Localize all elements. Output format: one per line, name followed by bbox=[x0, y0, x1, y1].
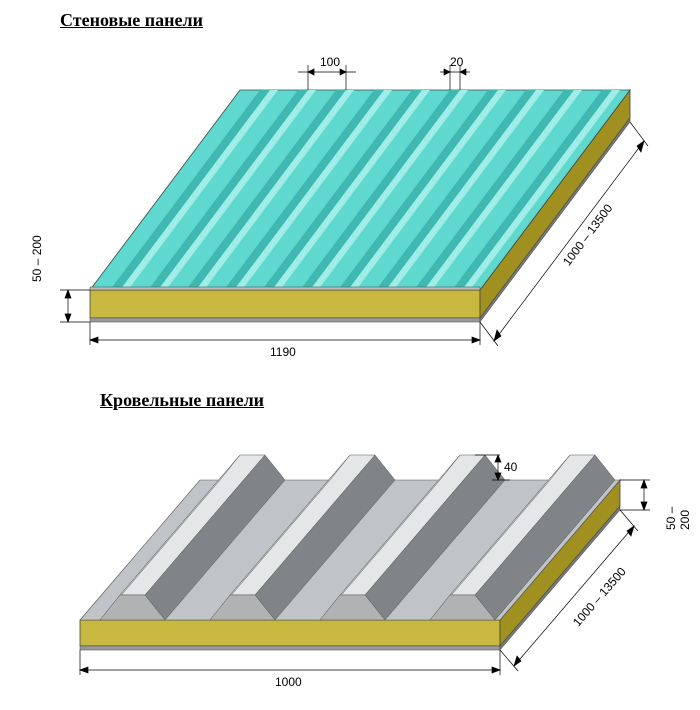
wall-panel-title: Стеновые панели bbox=[60, 10, 203, 31]
roof-panel-title: Кровельные панели bbox=[100, 390, 264, 411]
wall-panel-diagram bbox=[0, 30, 700, 370]
roof-panel-diagram bbox=[0, 410, 700, 710]
roof-width-label: 1000 bbox=[275, 675, 302, 689]
wall-rib-wide-label: 100 bbox=[320, 55, 340, 69]
roof-rib-height-label: 40 bbox=[504, 460, 517, 474]
wall-width-label: 1190 bbox=[270, 345, 296, 359]
wall-rib-narrow-label: 20 bbox=[450, 55, 463, 69]
roof-thickness-label: 50 – 200 bbox=[664, 494, 692, 530]
wall-thickness-label: 50 – 200 bbox=[30, 235, 44, 282]
